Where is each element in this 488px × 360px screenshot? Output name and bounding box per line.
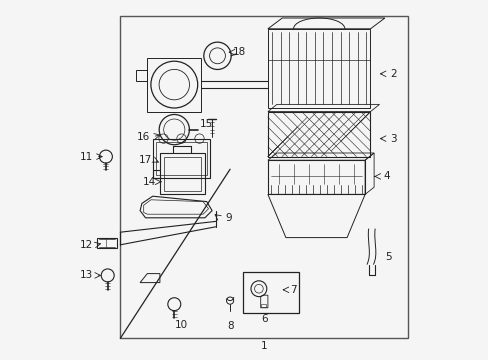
Text: 4: 4 [383, 171, 389, 181]
Text: 18: 18 [232, 47, 245, 57]
Text: 9: 9 [224, 213, 231, 223]
Bar [120, 16, 407, 338]
Text: 2: 2 [390, 69, 396, 79]
Text: 16: 16 [137, 132, 150, 142]
Text: 14: 14 [142, 177, 155, 187]
Text: 5: 5 [385, 252, 391, 262]
Text: 8: 8 [226, 321, 233, 331]
Text: 13: 13 [80, 270, 93, 280]
Text: 6: 6 [261, 314, 267, 324]
Text: 7: 7 [289, 285, 296, 295]
Bar [242, 272, 298, 313]
Text: 12: 12 [80, 240, 93, 250]
Text: 11: 11 [80, 152, 93, 162]
Text: 3: 3 [390, 134, 396, 144]
Text: 17: 17 [139, 155, 152, 165]
Text: 1: 1 [261, 341, 267, 351]
Text: 10: 10 [175, 320, 188, 330]
Text: 15: 15 [200, 119, 213, 129]
